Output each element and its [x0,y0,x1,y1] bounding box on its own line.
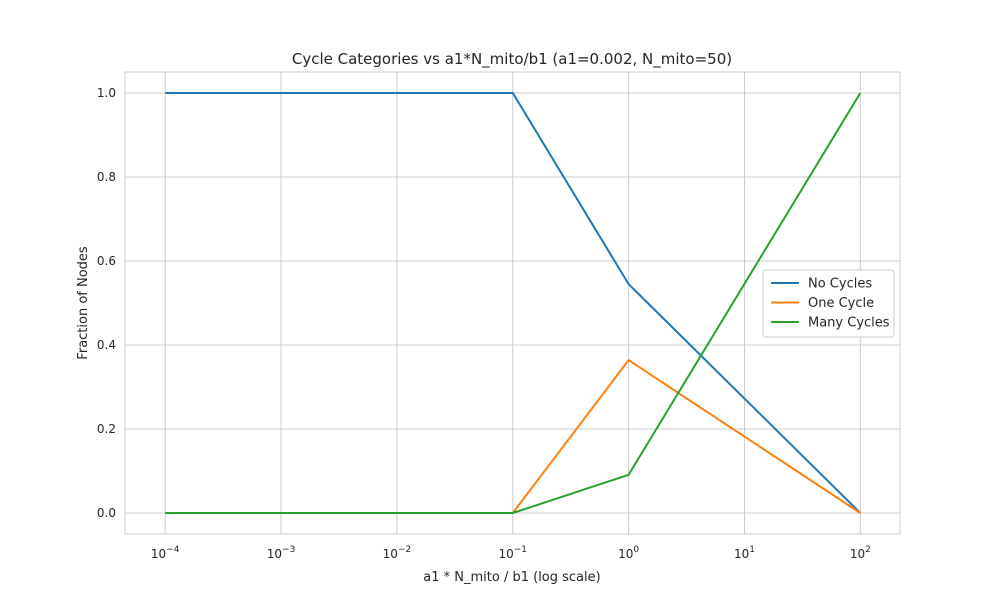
y-tick-label: 0.4 [97,338,116,352]
legend-box [762,269,895,338]
plot-frame [124,71,901,535]
tick-layer: 10−4 10−3 10−2 10−1 100 101 102 0.0 0.2 0.4 0.6 0.8… [97,86,871,561]
series-layer [165,92,862,514]
chart-title: Cycle Categories vs a1*N_mito/b1 (a1=0.0… [292,50,732,69]
x-tick-label: 10−1 [498,545,527,561]
x-tick-label: 10−3 [267,545,296,561]
legend-label: One Cycle [808,296,874,311]
y-tick-label: 1.0 [97,86,116,100]
legend: No Cycles One Cycle Many Cycles [762,269,895,338]
legend-label: No Cycles [808,277,872,292]
y-tick-label: 0.2 [97,422,116,436]
x-tick-label: 101 [734,545,755,561]
y-tick-label: 0.6 [97,254,116,268]
y-tick-label: 0.0 [97,506,116,520]
x-tick-label: 10−2 [383,545,412,561]
x-tick-label: 10−4 [151,545,180,561]
series-line-2 [165,92,862,514]
series-line-0 [165,92,862,514]
y-tick-label: 0.8 [97,170,116,184]
x-tick-label: 100 [618,545,639,561]
legend-label: Many Cycles [808,316,890,331]
y-axis-label: Fraction of Nodes [76,246,91,360]
x-tick-label: 102 [850,545,871,561]
x-axis-label: a1 * N_mito / b1 (log scale) [423,570,600,585]
